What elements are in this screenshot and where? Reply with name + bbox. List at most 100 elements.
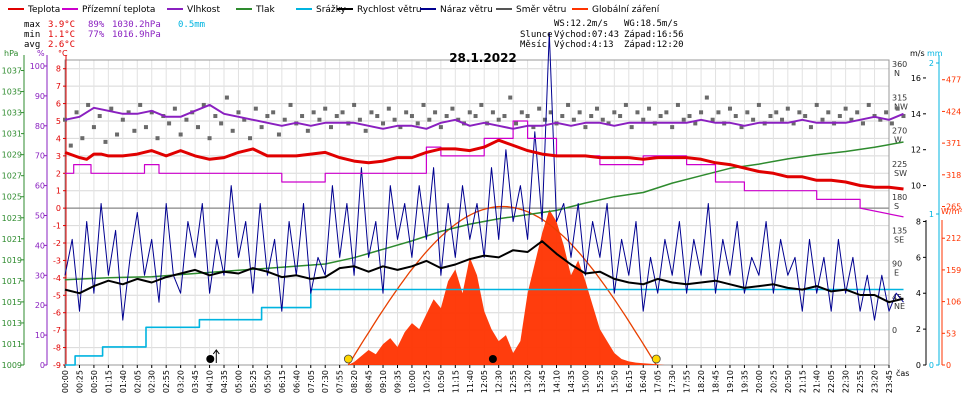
wind-direction-point: [369, 110, 374, 115]
x-tick-label: 18:20: [697, 370, 706, 393]
wind-direction-point: [178, 132, 183, 137]
wind-direction-point: [808, 125, 813, 130]
wind-direction-point: [860, 121, 865, 126]
stat-temp: 1.1°C: [48, 30, 75, 40]
wind-dir-tick-label: 45: [892, 293, 902, 302]
wind-direction-point: [427, 117, 432, 122]
wind-direction-point: [467, 110, 472, 115]
wind-direction-point: [681, 117, 686, 122]
stat-ws: WS:12.2m/s: [554, 19, 608, 29]
wind-direction-point: [675, 102, 680, 107]
wind-direction-point: [404, 110, 409, 115]
x-tick-label: 22:05: [827, 370, 836, 393]
wind-direction-point: [490, 110, 495, 115]
wind-direction-point: [496, 117, 501, 122]
axis-humidity-tick-label: 100: [30, 62, 45, 71]
wind-direction-point: [756, 102, 761, 107]
wind-dir-tick-label: 315: [892, 93, 907, 102]
wind-direction-point: [392, 117, 397, 122]
wind-direction-point: [508, 95, 513, 100]
wind-direction-point: [502, 114, 507, 119]
legend-label: Vlhkost: [187, 5, 220, 15]
wind-direction-point: [594, 106, 599, 111]
wind-direction-point: [375, 114, 380, 119]
wind-direction-point: [571, 117, 576, 122]
x-tick-label: 13:45: [538, 370, 547, 393]
axis-humidity-tick-label: 0: [40, 361, 45, 370]
series-rain: [65, 288, 904, 366]
legend-label: Rychlost větru: [357, 5, 422, 15]
wind-dir-cardinal: SE: [894, 235, 904, 244]
legend-label: Srážky: [316, 5, 347, 15]
axis-radiation: 0 53 106 159 212 265 318 371 424 477: [941, 76, 961, 370]
wind-direction-point: [386, 106, 391, 111]
axis-humidity-tick-label: 30: [35, 271, 45, 280]
wind-direction-point: [138, 102, 143, 107]
stat-temp: 2.6°C: [48, 40, 75, 50]
wind-direction-point: [797, 110, 802, 115]
unit-degc: °C: [58, 49, 68, 58]
axis-pressure: 1009 1011 1013 1015 1017 1019 1021 1023 1025 1027…: [2, 55, 25, 370]
axis-pressure-tick-label: 1027: [2, 172, 22, 181]
stat-rain: 0.5mm: [178, 20, 205, 30]
x-tick-label: 03:20: [177, 370, 186, 393]
wind-direction-point: [473, 114, 478, 119]
moon-label: Měsíc: [520, 40, 547, 50]
wind-dir-tick-label: 90: [892, 260, 902, 269]
wind-direction-point: [172, 106, 177, 111]
legend-label: Směr větru: [516, 5, 566, 15]
wind-direction-point: [525, 114, 530, 119]
axis-temperature-tick-label: -8: [53, 344, 61, 353]
x-tick-label: 06:15: [278, 370, 287, 393]
wind-direction-point: [132, 128, 137, 133]
axis-humidity-tick-label: 40: [35, 241, 45, 250]
wind-direction-point: [820, 117, 825, 122]
axis-pressure-tick-label: 1019: [2, 256, 22, 265]
wind-direction-point: [884, 110, 889, 115]
wind-direction-point: [305, 128, 310, 133]
wind-direction-point: [311, 110, 316, 115]
wind-direction-point: [704, 95, 709, 100]
wind-speed-tick-label: 12: [911, 146, 921, 155]
wind-direction-point: [837, 114, 842, 119]
moonrise-marker: [206, 355, 215, 363]
wind-direction-point: [253, 106, 258, 111]
x-tick-label: 02:30: [148, 370, 157, 393]
stat-label: max: [24, 20, 41, 30]
x-tick-label: 03:45: [191, 370, 200, 393]
sunrise-marker: [343, 354, 353, 364]
wind-direction-point: [97, 114, 102, 119]
radiation-tick-label: 106: [946, 298, 961, 307]
wind-direction-point: [276, 132, 281, 137]
x-tick-label: 12:55: [509, 370, 518, 393]
wind-direction-point: [687, 114, 692, 119]
axis-temperature-tick-label: -6: [53, 309, 61, 318]
x-tick-label: 09:10: [379, 370, 388, 393]
wind-direction-point: [664, 110, 669, 115]
wind-direction-point: [415, 121, 420, 126]
legend-label: Teplota: [27, 5, 60, 15]
x-tick-label: 10:50: [437, 370, 446, 393]
wind-direction-point: [201, 102, 206, 107]
wind-direction-point: [195, 125, 200, 130]
wind-direction-point: [213, 114, 218, 119]
wind-direction-point: [236, 110, 241, 115]
wind-direction-point: [606, 121, 611, 126]
x-tick-label: 15:25: [596, 370, 605, 393]
wind-speed-tick-label: 2: [916, 325, 921, 334]
wind-speed-tick-label: 0: [916, 361, 921, 370]
x-tick-label: 17:05: [654, 370, 663, 393]
wind-direction-point: [566, 102, 571, 107]
wind-direction-point: [120, 117, 125, 122]
x-tick-label: 10:25: [422, 370, 431, 393]
axis-temperature-tick-label: 6: [56, 100, 61, 109]
wind-direction-point: [381, 121, 386, 126]
series-humidity: [64, 103, 904, 130]
axis-humidity-tick-label: 10: [35, 331, 45, 340]
wind-direction-point: [357, 117, 362, 122]
series-pressure: [64, 141, 904, 281]
x-axis-label: čas: [896, 368, 909, 378]
radiation-tick-label: 477: [946, 76, 961, 85]
